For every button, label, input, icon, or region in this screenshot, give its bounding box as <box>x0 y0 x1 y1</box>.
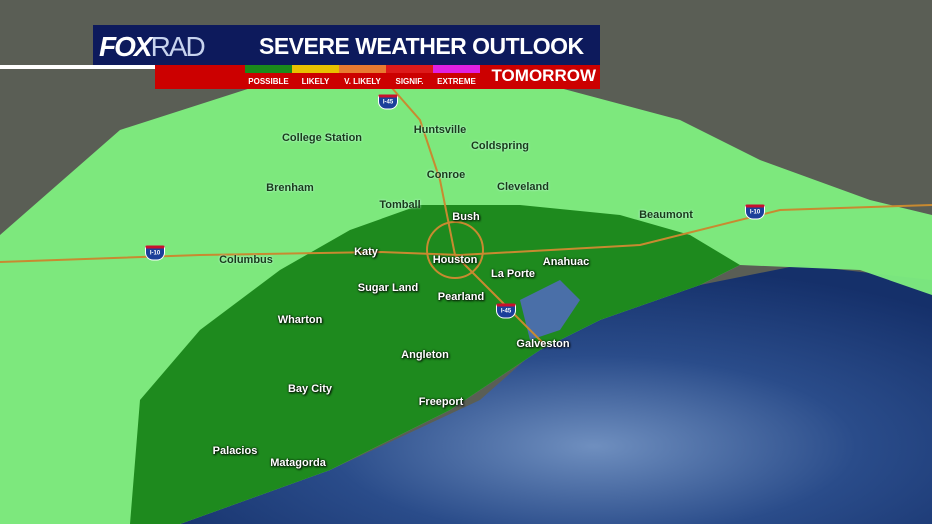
day-label: TOMORROW <box>491 66 596 85</box>
interstate-shield-i45: I-45 <box>496 303 516 319</box>
city-label: Galveston <box>516 338 570 350</box>
legend-very-likely: V. LIKELY <box>339 65 386 89</box>
city-label: Tomball <box>379 199 421 211</box>
header-banner: FOXRAD SEVERE WEATHER OUTLOOK <box>93 25 600 65</box>
header-accent-line <box>0 65 155 69</box>
interstate-shield-i45: I-45 <box>378 94 398 110</box>
city-label: College Station <box>281 132 363 144</box>
city-label: Matagorda <box>270 457 326 469</box>
legend-likely: LIKELY <box>292 65 339 89</box>
city-label: Palacios <box>212 445 258 457</box>
city-label: Katy <box>354 246 378 258</box>
interstate-shield-i10: I-10 <box>745 204 765 220</box>
city-label: Freeport <box>418 396 464 408</box>
legend-bar: POSSIBLE LIKELY V. LIKELY SIGNIF. EXTREM… <box>155 65 600 89</box>
risk-area-inner <box>130 205 740 524</box>
city-label: Cleveland <box>497 181 549 193</box>
city-label: Angleton <box>401 349 449 361</box>
city-label: Conroe <box>426 169 466 181</box>
interstate-shield-i10: I-10 <box>145 245 165 261</box>
city-label: Beaumont <box>639 209 693 221</box>
city-label: Wharton <box>277 314 323 326</box>
city-label: Columbus <box>219 254 273 266</box>
galveston-bay <box>520 280 580 340</box>
legend-possible: POSSIBLE <box>245 65 292 89</box>
houston-loop <box>426 221 484 279</box>
city-label: La Porte <box>490 268 536 280</box>
city-label: Brenham <box>266 182 314 194</box>
city-label: Bay City <box>287 383 333 395</box>
city-label: Huntsville <box>413 124 467 136</box>
legend-significant: SIGNIF. <box>386 65 433 89</box>
gulf-of-mexico <box>180 265 932 524</box>
city-label: Pearland <box>437 291 485 303</box>
foxrad-logo: FOXRAD <box>99 31 206 62</box>
city-label: Houston <box>432 254 478 266</box>
highway-i10 <box>0 204 932 263</box>
page-title: SEVERE WEATHER OUTLOOK <box>259 33 584 59</box>
city-label: Anahuac <box>542 256 590 268</box>
city-label: Bush <box>452 211 480 223</box>
city-label: Sugar Land <box>357 282 419 294</box>
city-label: Coldspring <box>470 140 530 152</box>
legend-extreme: EXTREME <box>433 65 480 89</box>
